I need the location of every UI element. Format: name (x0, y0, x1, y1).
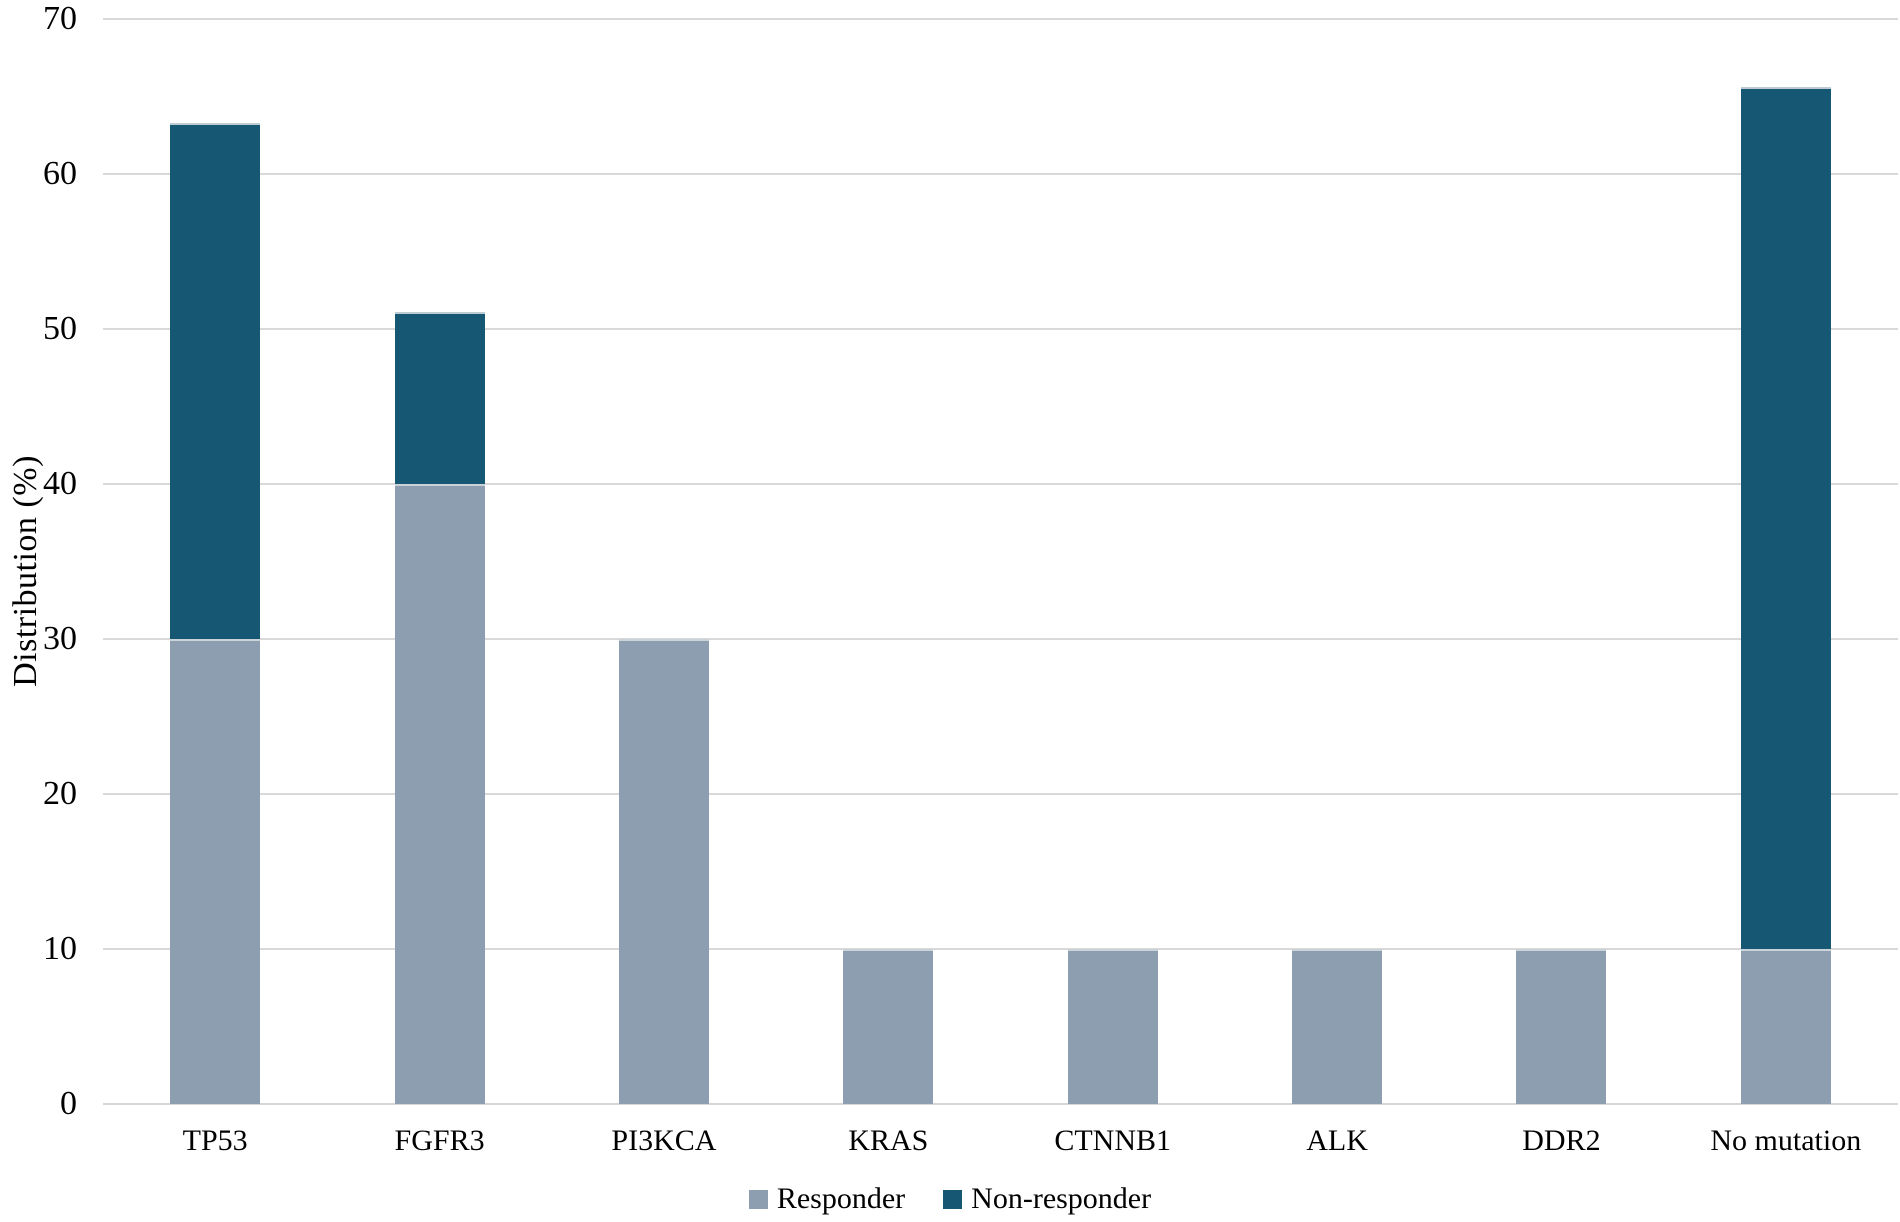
bar-stack (170, 122, 261, 1104)
bar-segment-responder (1516, 949, 1607, 1104)
bar-group-alk (1225, 19, 1449, 1104)
bar-segment-non-responder (1740, 87, 1831, 949)
gridline-y-50 (103, 328, 1898, 330)
y-tick-label-70: 70 (43, 0, 77, 37)
legend-swatch-non-responder (943, 1189, 963, 1209)
legend-label: Non-responder (971, 1182, 1152, 1215)
bar-stack (1516, 949, 1607, 1104)
bar-segment-non-responder (394, 311, 485, 484)
bar-segment-non-responder (170, 122, 261, 639)
x-label-ctnnb1: CTNNB1 (1054, 1124, 1172, 1157)
y-tick-label-10: 10 (43, 930, 77, 967)
legend-swatch-responder (748, 1189, 768, 1209)
x-axis-labels: TP53 FGFR3 PI3KCA KRAS CTNNB1 ALK DDR2 No mutat… (103, 1122, 1898, 1160)
gridline-y-10 (103, 948, 1898, 951)
bar-segment-responder (618, 639, 709, 1104)
bar-stack (1067, 949, 1158, 1104)
y-tick-label-30: 30 (43, 620, 77, 657)
y-tick-label-40: 40 (43, 465, 77, 502)
bar-group-fgfr3 (327, 19, 551, 1104)
bar-group-tp53 (103, 19, 327, 1104)
bar-group-no-mutation (1674, 19, 1898, 1104)
bar-stack (394, 311, 485, 1104)
bar-stack (1292, 949, 1383, 1104)
x-label-no-mutation: No mutation (1710, 1124, 1862, 1157)
bar-stack (1740, 87, 1831, 1104)
legend-label: Responder (776, 1182, 906, 1215)
bar-segment-responder (843, 949, 934, 1104)
bar-segment-responder (170, 639, 261, 1104)
gridline-y-30 (103, 638, 1898, 640)
x-label-fgfr3: FGFR3 (394, 1124, 485, 1157)
gridline-y-60 (103, 173, 1898, 175)
gridline-y-0 (103, 1103, 1898, 1105)
bar-group-ddr2 (1449, 19, 1673, 1104)
x-label-alk: ALK (1306, 1124, 1368, 1157)
bar-group-ctnnb1 (1001, 19, 1225, 1104)
x-label-pi3kca: PI3KCA (611, 1124, 717, 1157)
x-label-tp53: TP53 (182, 1124, 248, 1157)
legend-item-non-responder: Non-responder (943, 1180, 1151, 1218)
x-label-kras: KRAS (848, 1124, 929, 1157)
bar-segment-responder (1740, 949, 1831, 1104)
y-tick-label-0: 0 (60, 1085, 77, 1122)
x-label-ddr2: DDR2 (1522, 1124, 1601, 1157)
gridline-y-20 (103, 793, 1898, 796)
bar-segment-responder (394, 484, 485, 1104)
bar-stack (618, 639, 709, 1104)
y-tick-label-50: 50 (43, 310, 77, 347)
y-tick-label-60: 60 (43, 155, 77, 192)
legend: Responder Non-responder (0, 1180, 1900, 1218)
bar-group-pi3kca (552, 19, 776, 1104)
bar-segment-responder (1067, 949, 1158, 1104)
bar-stack (843, 949, 934, 1104)
y-tick-label-20: 20 (43, 775, 77, 812)
plot-area (103, 18, 1898, 1105)
bar-segment-responder (1292, 949, 1383, 1104)
gridline-y-70 (103, 18, 1898, 20)
y-axis-tick-labels: 0 10 20 30 40 50 60 70 (0, 0, 77, 1222)
bar-group-kras (776, 19, 1000, 1104)
gridline-y-40 (103, 483, 1898, 486)
legend-item-responder: Responder (748, 1180, 906, 1218)
